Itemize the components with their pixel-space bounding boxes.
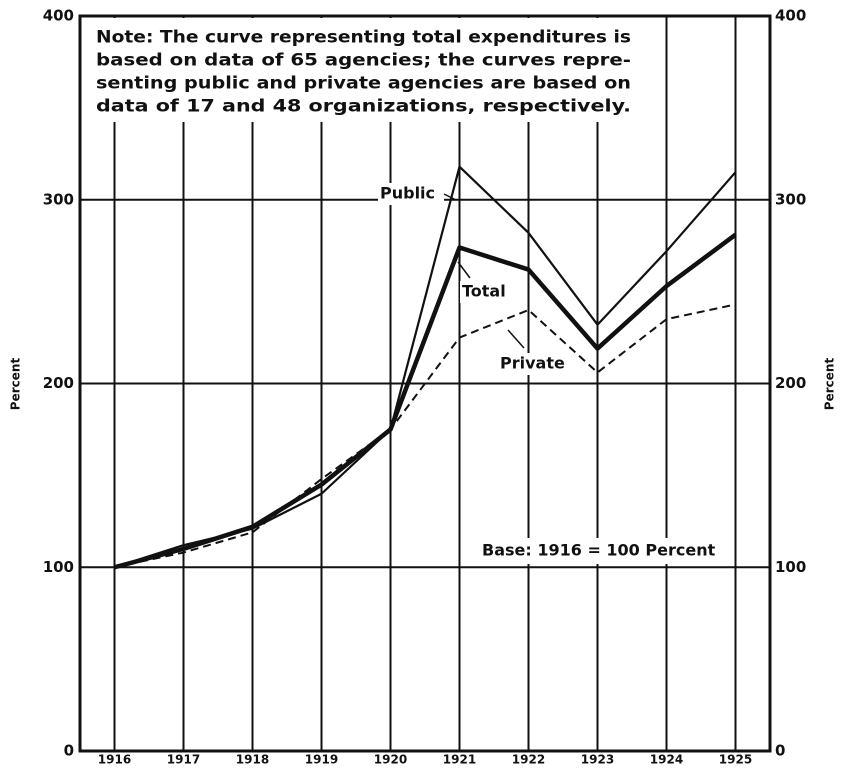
y-tick-label: 0	[64, 742, 74, 760]
y2-tick-label: 100	[775, 558, 806, 576]
series-label: Total	[462, 282, 506, 301]
series-label-bg	[498, 353, 564, 375]
series-label-leader	[507, 329, 525, 349]
note-line: senting public and private agencies are …	[96, 74, 631, 93]
note-line: based on data of 65 agencies; the curves…	[96, 51, 631, 70]
series-label-leader	[457, 261, 471, 279]
x-tick-label: 1925	[719, 753, 752, 767]
y2-tick-label: 400	[775, 7, 806, 25]
series-label: Private	[500, 354, 565, 373]
y-axis-label: Percent	[9, 358, 23, 411]
series-line	[114, 303, 736, 569]
x-tick-label: 1924	[650, 753, 683, 767]
series-label-leader	[443, 193, 457, 201]
series-label: Public	[380, 184, 435, 203]
y-tick-label: 200	[43, 374, 74, 392]
y-tick-label: 400	[43, 7, 74, 25]
x-tick-label: 1920	[374, 753, 407, 767]
note-box	[82, 18, 642, 122]
y-tick-label: 300	[43, 190, 74, 208]
note-line: Note: The curve representing total expen…	[96, 28, 631, 47]
y2-tick-label: 200	[775, 374, 806, 392]
x-tick-label: 1917	[167, 753, 200, 767]
x-tick-label: 1923	[581, 753, 614, 767]
x-tick-label: 1916	[98, 753, 131, 767]
series-label-bg	[378, 183, 444, 205]
series-label-bg	[460, 281, 526, 303]
x-tick-label: 1919	[305, 753, 338, 767]
base-annotation-bg	[478, 538, 688, 564]
y2-tick-label: 0	[775, 742, 785, 760]
base-annotation: Base: 1916 = 100 Percent	[482, 541, 716, 560]
x-tick-label: 1922	[512, 753, 545, 767]
x-tick-label: 1918	[236, 753, 269, 767]
plot-frame	[78, 14, 772, 753]
y2-axis-label: Percent	[823, 358, 837, 411]
series-line	[113, 232, 737, 570]
y-tick-label: 100	[43, 558, 74, 576]
series-line	[114, 165, 737, 569]
y2-tick-label: 300	[775, 190, 806, 208]
x-tick-label: 1921	[443, 753, 476, 767]
note-line: data of 17 and 48 organizations, respect…	[96, 97, 631, 116]
